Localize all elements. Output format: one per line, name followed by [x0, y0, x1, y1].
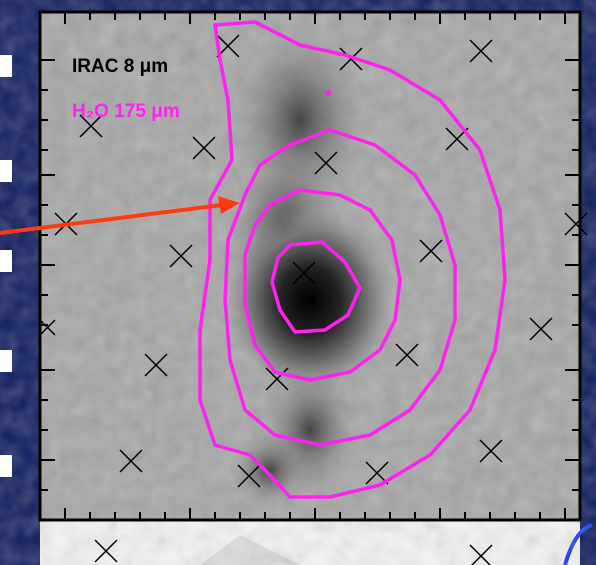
- contour-dot: [325, 90, 331, 96]
- legend-h2o: H₂O 175 μm: [72, 101, 180, 122]
- legend-irac: IRAC 8 μm: [72, 56, 168, 77]
- figure: IRAC 8 μm H₂O 175 μm: [0, 0, 596, 565]
- lower-panel: [40, 520, 580, 565]
